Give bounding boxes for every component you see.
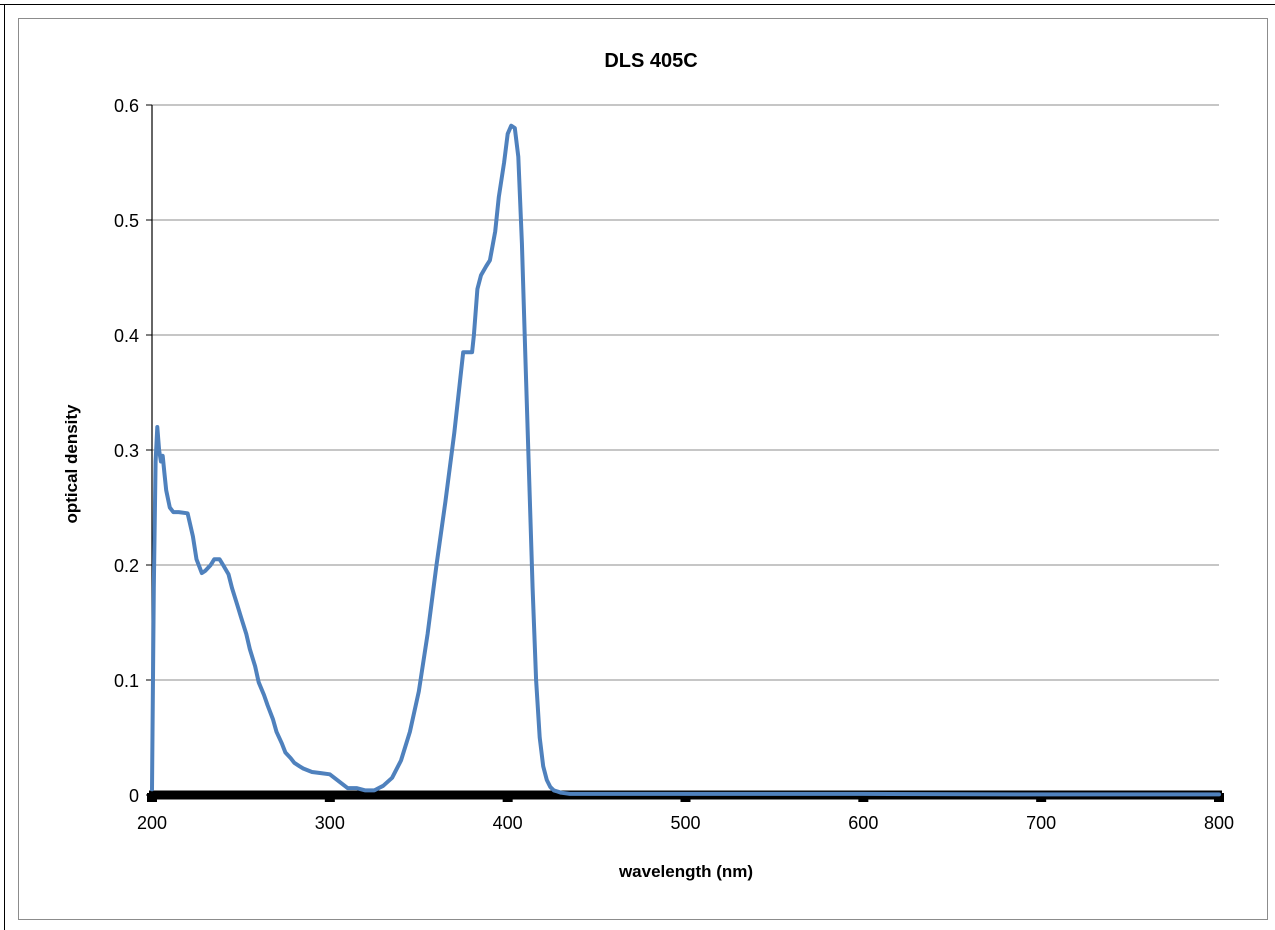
spectrum-chart: DLS 405C 0 0.1 0.2 0.3 0.4 0.5 0.6 200 300 400 50…	[62, 50, 1234, 881]
spectrum-line	[150, 123, 1221, 797]
x-tick-mark	[324, 793, 335, 802]
x-tick-label: 700	[1026, 813, 1056, 833]
chart-title: DLS 405C	[604, 50, 697, 72]
x-tick-mark	[147, 793, 157, 802]
y-tick-label: 0.5	[114, 211, 139, 231]
y-tick-label: 0.4	[114, 326, 139, 346]
x-tick-label: 200	[137, 813, 167, 833]
x-tick-mark	[858, 793, 869, 802]
page-frame-left	[4, 4, 5, 930]
x-tick-mark	[1036, 793, 1047, 802]
y-axis-label: optical density	[62, 404, 81, 524]
x-tick-label: 500	[670, 813, 700, 833]
x-tick-mark	[1214, 793, 1224, 802]
chart-area: DLS 405C 0 0.1 0.2 0.3 0.4 0.5 0.6 200 300 400 50…	[18, 18, 1268, 920]
x-tick-mark	[502, 793, 513, 802]
y-tick-label: 0.2	[114, 556, 139, 576]
axes	[146, 104, 1224, 802]
x-tick-label: 400	[493, 813, 523, 833]
y-tick-label: 0.3	[114, 441, 139, 461]
x-tick-labels: 200 300 400 500 600 700 800	[137, 813, 1234, 833]
x-tick-label: 800	[1204, 813, 1234, 833]
y-tick-labels: 0 0.1 0.2 0.3 0.4 0.5 0.6	[114, 96, 139, 806]
series-layer	[150, 123, 1221, 797]
x-tick-label: 300	[315, 813, 345, 833]
y-tick-label: 0.1	[114, 671, 139, 691]
y-tick-label: 0.6	[114, 96, 139, 116]
page-frame-top	[0, 4, 1275, 5]
x-tick-label: 600	[848, 813, 878, 833]
y-tick-label: 0	[129, 786, 139, 806]
x-axis-label: wavelength (nm)	[618, 862, 753, 881]
x-tick-mark	[680, 793, 691, 802]
grid-lines	[152, 104, 1219, 681]
